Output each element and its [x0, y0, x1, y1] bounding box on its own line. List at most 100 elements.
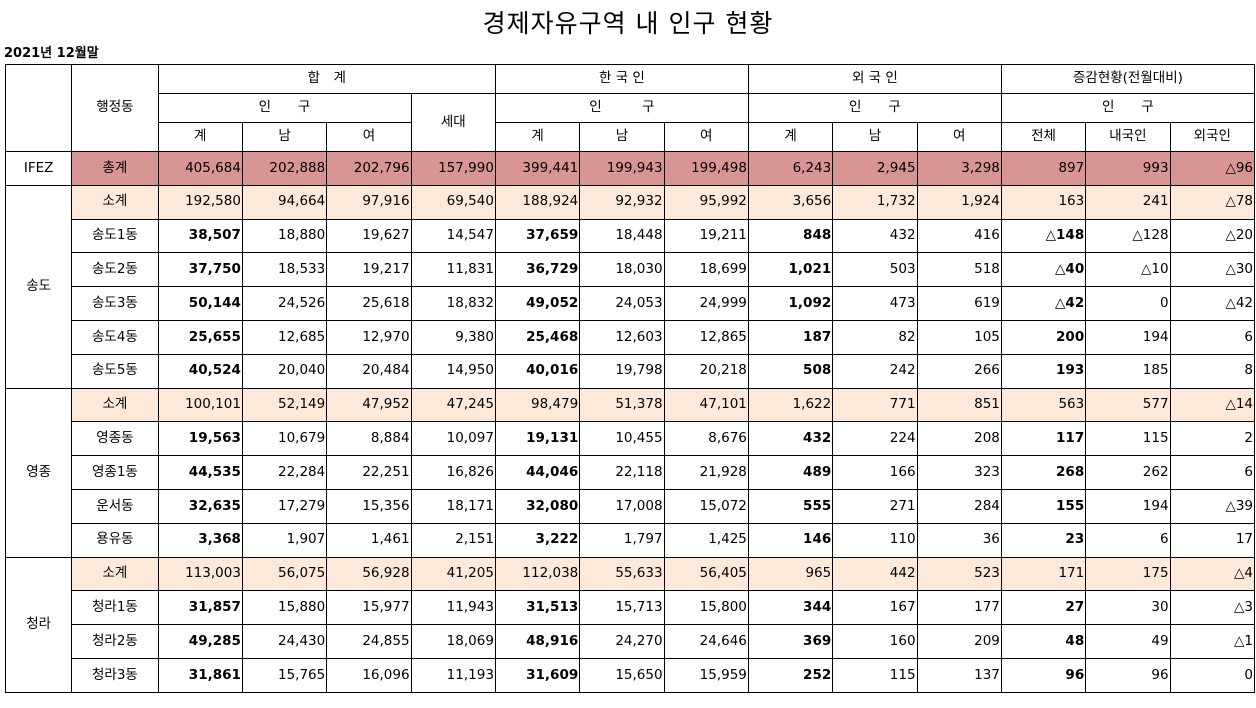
header-change-pop: 인 구 — [1000, 93, 1256, 123]
table-row: 송도5동 40,524 20,040 20,484 14,950 40,016 19,798… — [6, 353, 1256, 389]
cell-value: 38,507 — [157, 218, 243, 254]
cell-value: 2,151 — [410, 522, 496, 558]
cell-value: 157,990 — [410, 151, 496, 186]
cell-value: 11,193 — [410, 657, 496, 693]
cell-value: 40,524 — [157, 353, 243, 389]
cell-value: 15,650 — [579, 657, 665, 693]
group-label: 청라 — [4, 556, 73, 693]
table-row: 영종 소계 100,101 52,149 47,952 47,245 98,479 51,37… — [4, 387, 1256, 558]
cell-value: 20,218 — [663, 353, 749, 389]
cell-value: 185 — [1085, 353, 1171, 389]
cell-value: 416 — [916, 218, 1002, 254]
cell-value: 82 — [832, 319, 918, 355]
cell-value: 2,945 — [832, 151, 918, 186]
cell-value: 24,999 — [663, 286, 749, 321]
cell-value: 563 — [1000, 387, 1087, 423]
cell-value: 188,924 — [494, 184, 581, 220]
cell-value: 8 — [1169, 353, 1256, 389]
cell-value: 1,461 — [326, 522, 412, 558]
cell-value: △14 — [1169, 387, 1256, 423]
cell-value: 369 — [747, 624, 834, 659]
cell-value: 95,992 — [663, 184, 749, 220]
cell-value: △78 — [1169, 184, 1256, 220]
cell-value: 199,498 — [663, 151, 749, 186]
cell-value: 15,959 — [663, 657, 749, 693]
cell-value: 17,008 — [579, 488, 665, 524]
cell-value: 115 — [832, 657, 918, 693]
cell-value: 24,646 — [663, 624, 749, 659]
cell-value: 23 — [1000, 522, 1087, 558]
cell-value: 18,069 — [410, 624, 496, 659]
cell-value: 442 — [832, 556, 918, 592]
header-foreign: 외 국 인 — [747, 64, 1002, 94]
cell-value: 98,479 — [494, 387, 581, 423]
cell-value: 19,211 — [663, 218, 749, 254]
header-household: 세대 — [410, 93, 496, 152]
table-row: 용유동 3,368 1,907 1,461 2,151 3,222 1,797 1,425 14… — [6, 522, 1256, 558]
header-total-pop: 인 구 — [157, 93, 412, 123]
population-table: 행정동 합 계 한 국 인 외 국 인 증감현황(전월대비) 인 구 세대 인 … — [4, 64, 1256, 693]
page-title: 경제자유구역 내 인구 현황 — [482, 9, 774, 38]
cell-value: 18,448 — [579, 218, 665, 254]
cell-value: 18,171 — [410, 488, 496, 524]
cell-value: 0 — [1085, 286, 1171, 321]
cell-value: 993 — [1085, 151, 1171, 186]
table-row: 송도3동 50,144 24,526 25,618 18,832 49,052 24,053… — [6, 286, 1256, 321]
cell-value: 405,684 — [157, 151, 243, 186]
cell-value: 15,356 — [326, 488, 412, 524]
table-row: 청라3동 31,861 15,765 16,096 11,193 31,609 15,650… — [6, 657, 1256, 693]
cell-value: 242 — [832, 353, 918, 389]
cell-value: △42 — [1000, 286, 1087, 321]
header-female: 여 — [326, 122, 412, 152]
cell-value: 209 — [916, 624, 1002, 659]
cell-value: 619 — [916, 286, 1002, 321]
cell-value: 37,750 — [157, 252, 243, 288]
cell-value: 94,664 — [241, 184, 328, 220]
cell-value: 51,378 — [579, 387, 665, 423]
cell-value: 16,826 — [410, 455, 496, 490]
cell-value: 194 — [1085, 319, 1171, 355]
cell-value: 12,603 — [579, 319, 665, 355]
cell-value: 266 — [916, 353, 1002, 389]
table-row: 송도 소계 192,580 94,664 97,916 69,540 188,924 92,9… — [4, 184, 1256, 389]
cell-value: 15,765 — [241, 657, 328, 693]
cell-value: 202,796 — [326, 151, 412, 186]
cell-value: 56,405 — [663, 556, 749, 592]
row-name: 소계 — [71, 387, 159, 423]
table-row: 영종1동 44,535 22,284 22,251 16,826 44,046 22,118… — [6, 455, 1256, 490]
header-all: 전체 — [1000, 122, 1087, 152]
cell-value: 503 — [832, 252, 918, 288]
cell-value: 3,656 — [747, 184, 834, 220]
table-row: 운서동 32,635 17,279 15,356 18,171 32,080 17,008 1… — [6, 488, 1256, 524]
cell-value: 202,888 — [241, 151, 328, 186]
cell-value: 199,943 — [579, 151, 665, 186]
table-row: 송도4동 25,655 12,685 12,970 9,380 25,468 12,603 1… — [6, 319, 1256, 355]
cell-value: 262 — [1085, 455, 1171, 490]
cell-value: 1,797 — [579, 522, 665, 558]
cell-value: 31,861 — [157, 657, 243, 693]
cell-value: 0 — [1169, 657, 1256, 693]
header-kor: 내국인 — [1085, 122, 1171, 152]
cell-value: 432 — [832, 218, 918, 254]
group-label: IFEZ — [4, 151, 73, 186]
cell-value: 1,092 — [747, 286, 834, 321]
cell-value: 399,441 — [494, 151, 581, 186]
cell-value: 14,950 — [410, 353, 496, 389]
row-name: 송도3동 — [71, 286, 159, 321]
cell-value: 155 — [1000, 488, 1087, 524]
cell-value: 105 — [916, 319, 1002, 355]
cell-value: 18,030 — [579, 252, 665, 288]
row-name: 영종1동 — [71, 455, 159, 490]
table-row: 청라 소계 113,003 56,075 56,928 41,205 112,038 55,6… — [4, 556, 1256, 693]
cell-value: 241 — [1085, 184, 1171, 220]
cell-value: 15,977 — [326, 590, 412, 626]
cell-value: 56,928 — [326, 556, 412, 592]
cell-value: △42 — [1169, 286, 1256, 321]
row-name: 소계 — [71, 556, 159, 592]
row-name: 송도4동 — [71, 319, 159, 355]
cell-value: 31,857 — [157, 590, 243, 626]
cell-value: 18,533 — [241, 252, 328, 288]
header-korean: 한 국 인 — [494, 64, 749, 94]
cell-value: 48,916 — [494, 624, 581, 659]
header-male: 남 — [832, 122, 918, 152]
